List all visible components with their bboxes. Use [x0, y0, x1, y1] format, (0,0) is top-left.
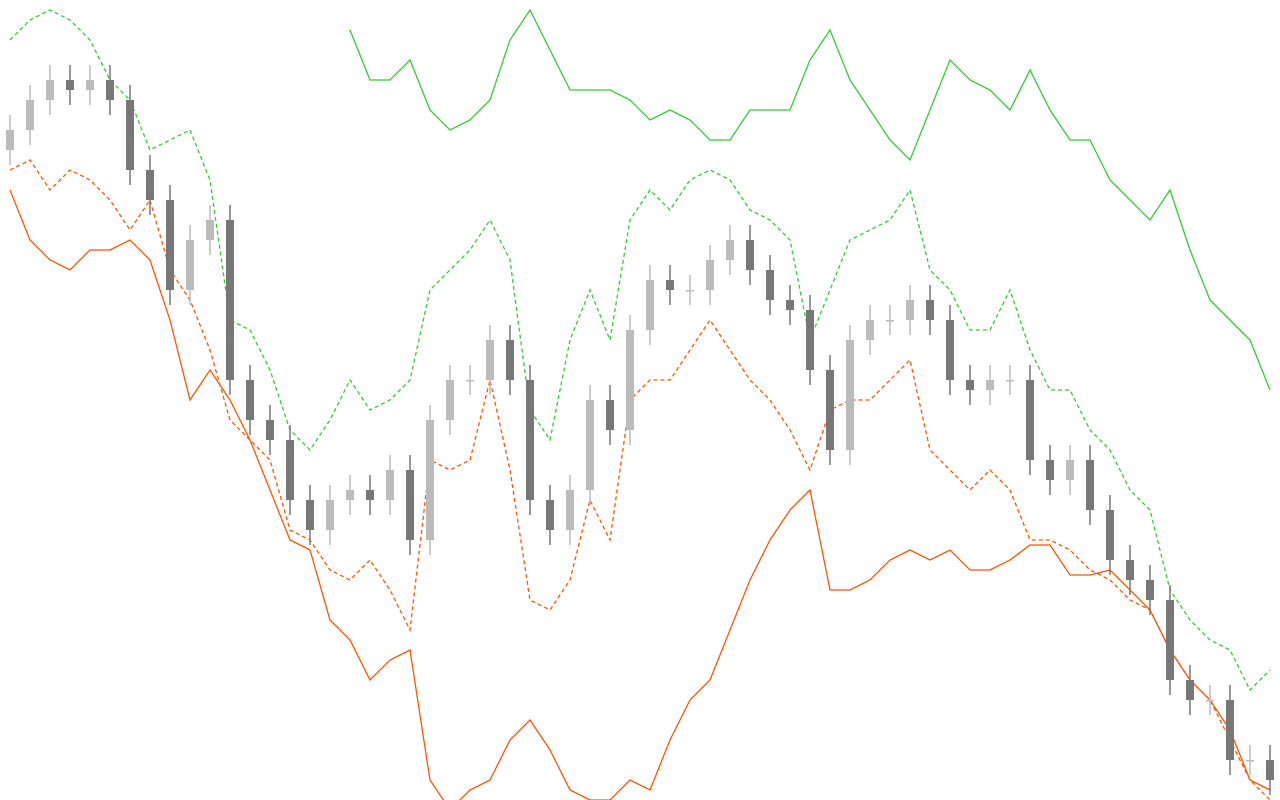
candle-body — [846, 340, 854, 450]
candle-body — [246, 380, 254, 420]
candle-body — [786, 300, 794, 310]
candle-body — [206, 220, 214, 240]
candle-body — [1206, 700, 1214, 702]
candle-body — [1066, 460, 1074, 480]
candle-body — [906, 300, 914, 320]
indicator-line — [9, 189, 1271, 800]
candle-body — [1046, 460, 1054, 480]
candle-body — [26, 100, 34, 130]
candle-body — [1266, 760, 1274, 780]
candle-body — [926, 300, 934, 320]
candle-body — [946, 320, 954, 380]
candle-body — [686, 290, 694, 292]
candle-body — [586, 400, 594, 490]
candle-body — [706, 260, 714, 290]
candle-body — [1226, 700, 1234, 760]
candle-body — [1126, 560, 1134, 580]
candle-body — [826, 370, 834, 450]
candle-body — [886, 320, 894, 322]
candle-body — [86, 80, 94, 90]
candle-body — [1186, 680, 1194, 700]
candle-body — [286, 440, 294, 500]
candle-body — [346, 490, 354, 500]
candle-body — [106, 80, 114, 100]
candle-body — [626, 330, 634, 430]
candle-body — [46, 80, 54, 100]
candle-body — [1026, 380, 1034, 460]
indicator-line — [9, 9, 1271, 692]
candle-body — [446, 380, 454, 420]
candle-body — [466, 380, 474, 382]
candle-body — [746, 240, 754, 270]
candle-body — [966, 380, 974, 390]
candle-body — [266, 420, 274, 440]
candle-body — [126, 100, 134, 170]
candle-body — [1146, 580, 1154, 600]
candle-body — [1086, 460, 1094, 510]
candle-body — [6, 130, 14, 150]
candle-body — [506, 340, 514, 380]
candle-body — [386, 470, 394, 500]
candle-body — [646, 280, 654, 330]
candle-body — [186, 240, 194, 290]
indicator-line — [9, 159, 1271, 800]
plot-area — [6, 8, 1274, 800]
candle-body — [766, 270, 774, 300]
indicator-line — [349, 8, 1271, 391]
candle-body — [306, 500, 314, 530]
candle-body — [226, 220, 234, 380]
candle-body — [406, 470, 414, 540]
candle-body — [866, 320, 874, 340]
candle-body — [486, 340, 494, 380]
candle-body — [146, 170, 154, 200]
candle-body — [366, 490, 374, 500]
candle-body — [326, 500, 334, 530]
candle-body — [666, 280, 674, 290]
candle-body — [986, 380, 994, 390]
candle-body — [566, 490, 574, 530]
candle-body — [806, 310, 814, 370]
candle-body — [1246, 760, 1254, 762]
candle-body — [726, 240, 734, 260]
candle-body — [546, 500, 554, 530]
candle-body — [1106, 510, 1114, 560]
candle-body — [426, 420, 434, 540]
candle-body — [166, 200, 174, 290]
candle-body — [66, 80, 74, 90]
candle-body — [1006, 380, 1014, 382]
candle-body — [606, 400, 614, 430]
candle-body — [1166, 600, 1174, 680]
candle-body — [526, 380, 534, 500]
